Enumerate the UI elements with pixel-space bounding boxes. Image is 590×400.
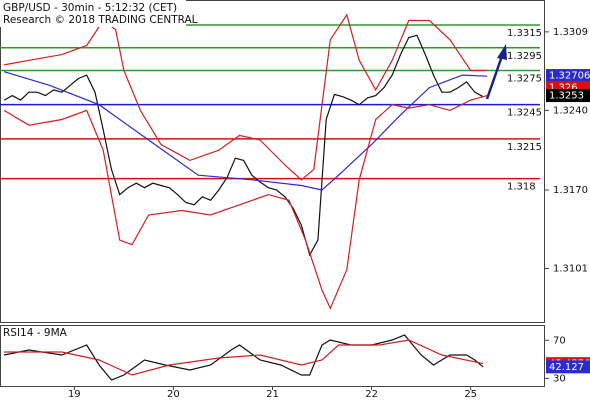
- series-line: [4, 339, 484, 376]
- x-tick-label: 21: [266, 389, 279, 400]
- level-label: 1.318: [507, 182, 536, 193]
- series-line: [3, 334, 484, 381]
- x-tick-label: 22: [365, 389, 378, 400]
- x-tick-label: 20: [167, 389, 180, 400]
- series-line: [3, 13, 488, 181]
- rsi-title: RSI14 - 9MA: [3, 327, 68, 339]
- y-tick-label: 1.3240: [553, 105, 588, 116]
- chart-title: GBP/USD - 30min - 5:12:32 (CET): [3, 2, 177, 14]
- price-tag-label: 1.32706: [549, 71, 590, 82]
- arrow-head: [497, 44, 507, 60]
- series-line: [3, 71, 488, 191]
- plot-layer: 1.3101 1.3170 1.3240 1.3309 1.3315 1.3295 1.32…: [0, 13, 588, 400]
- level-label: 1.3215: [507, 142, 542, 153]
- price-tag-label: 1.3253: [549, 91, 584, 102]
- series-line: [3, 34, 484, 257]
- y-tick-label: 30: [553, 373, 566, 384]
- x-tick-label: 25: [464, 389, 477, 400]
- header-bg: [0, 0, 186, 27]
- series-line: [3, 95, 488, 310]
- y-tick-label: 1.3309: [553, 27, 588, 38]
- arrow-shaft: [485, 55, 504, 100]
- main-frame: [0, 0, 545, 323]
- level-label: 1.3315: [507, 28, 542, 39]
- price-tag-label: 1.326: [549, 83, 578, 94]
- forecast-arrow: [485, 44, 507, 100]
- x-tick-label: 19: [68, 389, 81, 400]
- price-tag: [546, 89, 590, 103]
- chart-subtitle: Research © 2018 TRADING CENTRAL: [3, 14, 198, 26]
- y-tick-label: 1.3101: [553, 264, 588, 275]
- price-tag-label: 42.127: [549, 362, 584, 373]
- y-tick-label: 70: [553, 335, 566, 346]
- level-label: 1.3295: [507, 51, 542, 62]
- price-tag: [546, 69, 590, 83]
- level-label: 1.3245: [507, 108, 542, 119]
- level-label: 1.3275: [507, 74, 542, 85]
- y-tick-label: 1.3170: [553, 185, 588, 196]
- price-tag: [546, 360, 590, 374]
